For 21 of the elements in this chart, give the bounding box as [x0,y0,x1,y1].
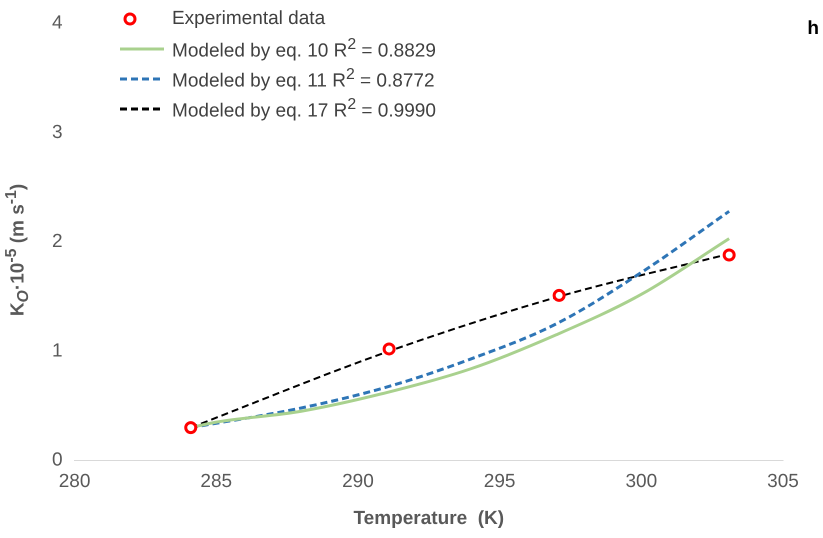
text: h [807,18,819,40]
x-axis-title: Temperature (K) [353,508,504,529]
legend-label: Modeled by eq. 11 R$^{2}$ = 0.8772 [172,66,435,92]
x-tick-label: 305 [767,471,799,492]
y-tick-label: 0 [52,450,63,471]
point [382,342,396,356]
point [552,288,566,302]
legend-label: Experimental data [172,8,326,30]
x-tick-label: 280 [58,471,90,492]
y-tick-label: 3 [52,122,63,143]
y-tick-label: 1 [52,340,63,362]
y-tick-label: 2 [52,231,63,252]
x-tick-label: 300 [625,471,658,492]
legend-label: Modeled by eq. 17 R$^{2}$ = 0.9990 [172,96,436,122]
x-tick-label: 285 [200,471,232,492]
x-tick-label: 290 [342,471,374,492]
point [722,248,736,262]
y-tick-label: 4 [52,12,63,34]
legend-label: Modeled by eq. 10 R$^{2}$ = 0.8829 [172,36,436,62]
point [184,421,198,434]
x-tick-label: 295 [484,471,516,492]
